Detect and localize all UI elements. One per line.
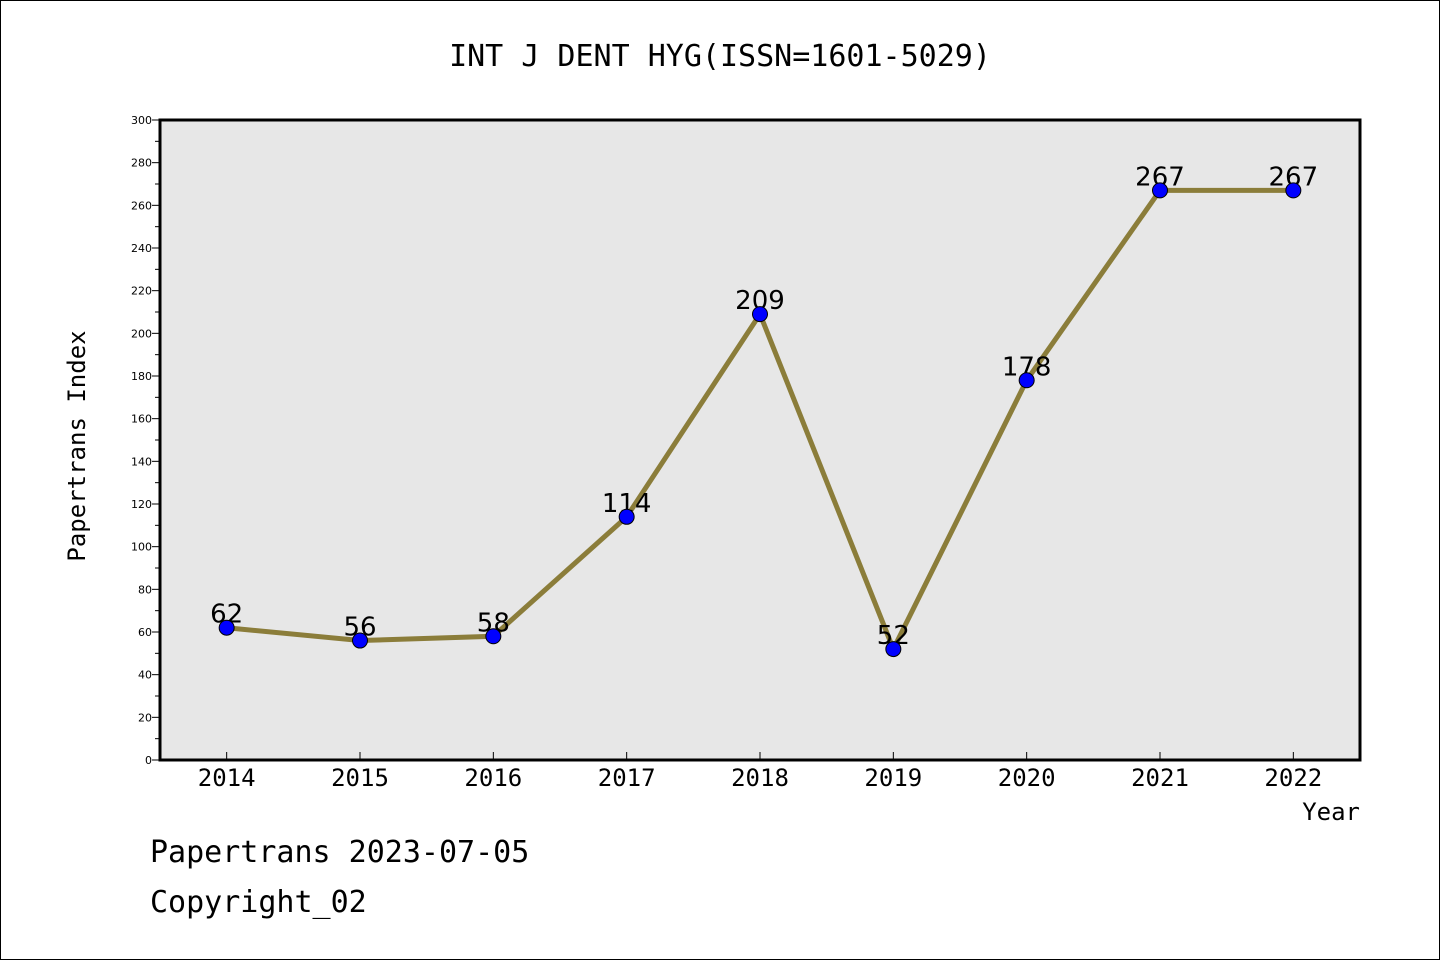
x-tick-label: 2018 <box>731 764 789 792</box>
y-tick-label: 120 <box>131 498 152 511</box>
x-tick-label: 2022 <box>1264 764 1322 792</box>
x-tick-label: 2020 <box>998 764 1056 792</box>
y-tick-label: 240 <box>131 242 152 255</box>
y-tick-label: 220 <box>131 285 152 298</box>
chart-title: INT J DENT HYG(ISSN=1601-5029) <box>449 39 991 74</box>
y-tick-label: 80 <box>138 583 152 596</box>
y-axis-label: Papertrans Index <box>63 330 91 561</box>
y-tick-label: 300 <box>131 114 152 127</box>
y-tick-label: 60 <box>138 626 152 639</box>
y-tick-label: 260 <box>131 199 152 212</box>
y-tick-label: 100 <box>131 541 152 554</box>
y-axis: 0 20 40 60 80 100 120 140 160 180 200 220 240 260 280 3… <box>131 114 160 767</box>
x-tick-label: 2015 <box>331 764 389 792</box>
y-tick-label: 140 <box>131 455 152 468</box>
y-tick-label: 200 <box>131 327 152 340</box>
plot-area <box>158 118 1362 762</box>
data-point <box>1018 372 1035 389</box>
data-point <box>1152 182 1168 199</box>
footer-copyright: Copyright_02 <box>150 885 367 920</box>
data-point <box>352 632 368 649</box>
y-tick-label: 0 <box>145 754 152 767</box>
data-point <box>618 508 635 525</box>
y-tick-label: 40 <box>138 669 152 682</box>
x-tick-label: 2017 <box>598 764 656 792</box>
data-point <box>1285 182 1302 199</box>
data-point <box>218 619 235 636</box>
x-tick-label: 2016 <box>464 764 522 792</box>
x-tick-label: 2021 <box>1131 764 1189 792</box>
y-tick-label: 280 <box>131 157 152 170</box>
x-axis: 2014 2015 2016 2017 2018 2019 2020 2021 2022 <box>198 752 1322 792</box>
data-point <box>752 306 768 323</box>
x-axis-label: Year <box>1302 798 1360 826</box>
data-point <box>485 628 502 645</box>
data-point <box>885 641 902 658</box>
y-tick-label: 180 <box>131 370 152 383</box>
footer-date: Papertrans 2023-07-05 <box>150 835 530 870</box>
x-tick-label: 2014 <box>198 764 256 792</box>
y-tick-label: 160 <box>131 413 152 426</box>
y-tick-label: 20 <box>138 711 152 724</box>
x-tick-label: 2019 <box>864 764 922 792</box>
